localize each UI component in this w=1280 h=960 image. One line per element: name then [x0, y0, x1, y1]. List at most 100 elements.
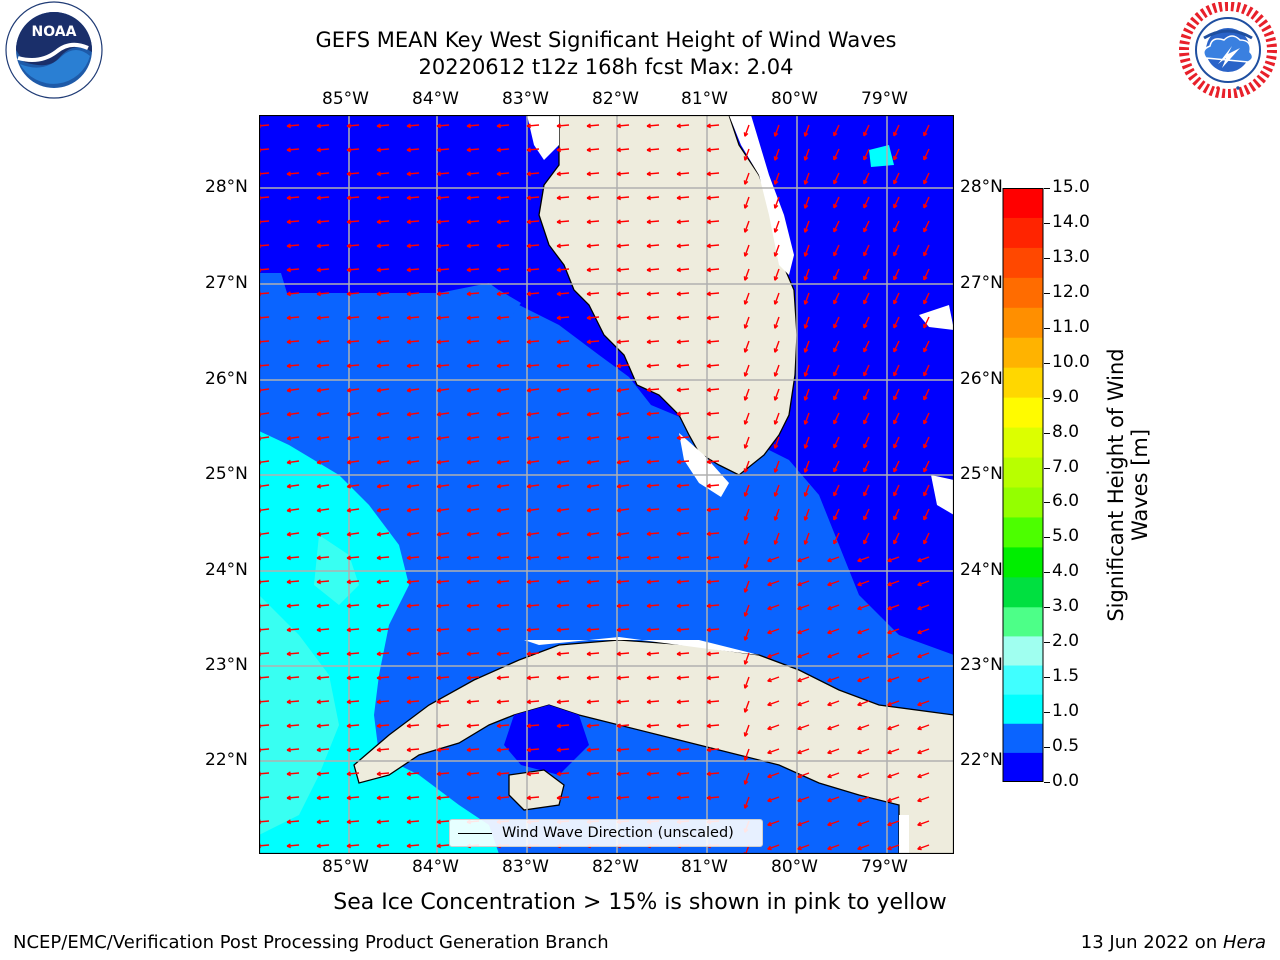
colorbar-tick-label: 12.0: [1052, 281, 1090, 302]
wind-arrow-head: [316, 267, 321, 271]
wind-arrow-head: [346, 387, 351, 392]
wind-arrow-head: [316, 123, 321, 127]
wind-arrow-head: [316, 675, 321, 679]
lon-label: 82°W: [592, 89, 639, 109]
wind-arrow: [286, 364, 300, 367]
wind-arrow-head: [346, 771, 351, 775]
wind-arrow: [316, 556, 330, 559]
wind-arrow-head: [496, 531, 501, 536]
colorbar-band: [1003, 457, 1043, 488]
colorbar-band: [1003, 607, 1043, 637]
wind-arrow: [744, 340, 750, 353]
wind-arrow: [706, 292, 720, 295]
wind-arrow: [376, 676, 390, 679]
wind-arrow-head: [646, 411, 651, 415]
wind-arrow-head: [496, 651, 501, 655]
wind-arrow: [797, 628, 810, 634]
wind-arrow: [406, 796, 420, 799]
wind-arrow-head: [797, 749, 801, 754]
colorbar-label-line1: Significant Height of Wind: [1104, 348, 1128, 622]
wind-arrow: [346, 796, 360, 799]
wind-arrow: [586, 580, 600, 583]
wind-arrow: [377, 460, 390, 464]
wind-arrow-head: [436, 315, 441, 319]
wind-arrow-head: [556, 315, 561, 319]
wind-arrow: [316, 340, 330, 343]
wind-arrow-head: [676, 147, 681, 151]
wind-arrow: [436, 196, 450, 199]
wind-arrow: [744, 316, 750, 329]
wind-arrow-head: [676, 243, 681, 247]
wind-arrow-head: [827, 629, 831, 634]
wind-arrow-head: [646, 123, 651, 127]
wind-arrow-head: [646, 651, 651, 655]
wind-arrow: [804, 124, 810, 137]
wind-arrow-head: [406, 147, 411, 151]
lat-label: 28°N: [205, 177, 248, 197]
wind-arrow: [774, 436, 780, 449]
wind-arrow: [556, 268, 570, 271]
wind-arrow: [804, 436, 810, 449]
wind-arrow-head: [406, 747, 411, 751]
wind-arrow-head: [286, 795, 291, 799]
wind-arrow: [706, 772, 720, 775]
wind-arrow: [706, 748, 720, 751]
wind-arrow-head: [706, 603, 711, 607]
wind-arrow-head: [767, 821, 771, 826]
lon-label: 79°W: [861, 89, 908, 109]
wind-arrow-head: [496, 699, 501, 703]
wind-arrow: [556, 652, 570, 655]
wind-arrow: [496, 772, 510, 775]
wind-arrow: [316, 580, 330, 583]
wind-arrow: [917, 676, 930, 682]
wind-arrow-head: [706, 147, 711, 151]
wind-arrow-head: [346, 147, 351, 151]
wind-arrow: [893, 124, 900, 137]
wind-arrow-head: [406, 555, 411, 559]
wind-arrow-head: [556, 795, 561, 799]
wind-arrow: [316, 844, 330, 847]
wind-arrow: [797, 700, 810, 706]
wind-arrow: [857, 652, 870, 658]
wind-arrow-head: [827, 557, 831, 562]
wind-arrow-head: [917, 821, 921, 826]
wind-arrow: [376, 556, 390, 559]
wind-arrow-head: [346, 459, 351, 464]
wind-arrow-head: [586, 483, 591, 488]
wind-arrow-head: [259, 822, 262, 825]
wind-arrow: [496, 340, 510, 343]
wind-arrow: [317, 508, 330, 512]
wind-arrow: [497, 484, 510, 488]
wind-arrow: [316, 220, 330, 223]
wind-arrow: [774, 364, 780, 377]
wind-arrow-head: [857, 605, 861, 610]
wind-arrow: [744, 796, 750, 809]
wind-arrow-head: [706, 171, 711, 175]
wind-arrow-head: [436, 171, 441, 175]
wind-arrow-head: [887, 557, 891, 562]
wind-arrow: [833, 412, 840, 425]
wind-arrow-head: [586, 219, 591, 223]
wind-arrow-head: [286, 483, 291, 488]
wind-arrow-head: [917, 581, 921, 586]
wind-arrow-head: [767, 557, 771, 562]
wind-arrow: [923, 172, 930, 185]
wind-arrow: [466, 316, 480, 319]
wind-arrow-head: [827, 821, 831, 826]
wind-arrow-head: [346, 843, 351, 847]
wind-arrow: [497, 436, 510, 440]
wind-arrow-head: [316, 843, 321, 847]
wind-arrow: [556, 628, 570, 631]
wind-arrow: [526, 244, 540, 247]
wind-arrow-head: [586, 243, 591, 247]
wind-arrow-head: [346, 747, 351, 751]
wind-arrow: [406, 340, 420, 343]
wind-arrow: [827, 748, 840, 754]
colorbar-band: [1003, 217, 1043, 249]
wind-arrow: [646, 364, 660, 367]
colorbar-band: [1003, 277, 1043, 309]
wind-arrow-head: [286, 339, 291, 343]
wind-arrow-head: [466, 507, 471, 512]
wind-arrow: [893, 364, 900, 377]
wind-arrow-head: [286, 411, 291, 416]
